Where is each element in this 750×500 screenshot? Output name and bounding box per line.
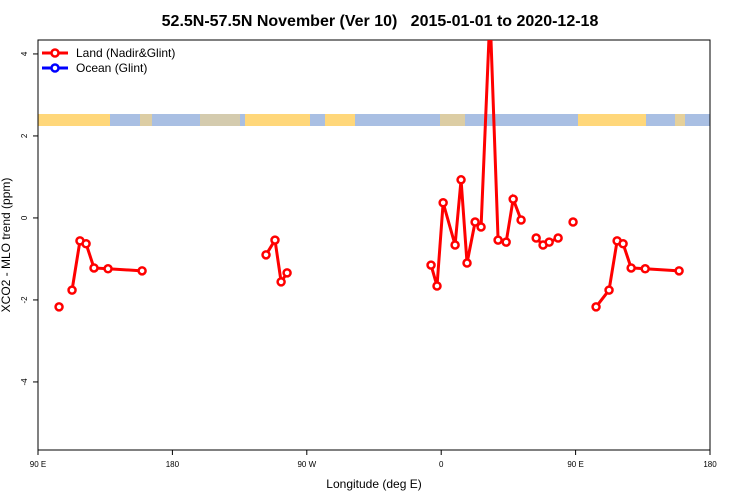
data-point xyxy=(531,233,541,243)
series xyxy=(54,40,684,312)
legend: Land (Nadir&Glint)Ocean (Glint) xyxy=(42,46,175,75)
data-point xyxy=(270,235,280,245)
y-tick-label: 2 xyxy=(20,133,29,138)
plot-frame xyxy=(37,39,711,451)
chart-title: 52.5N-57.5N November (Ver 10) 2015-01-01… xyxy=(162,13,599,30)
data-point xyxy=(618,239,628,249)
x-tick-label: 0 xyxy=(439,460,444,469)
data-point xyxy=(640,264,650,274)
data-point xyxy=(462,258,472,268)
data-point xyxy=(438,198,448,208)
data-point xyxy=(476,222,486,232)
y-axis-label: XCO2 - MLO trend (ppm) xyxy=(0,178,13,313)
x-tick-label: 90 E xyxy=(567,460,583,469)
data-point xyxy=(89,263,99,273)
data-point xyxy=(103,264,113,274)
data-point xyxy=(432,281,442,291)
data-point xyxy=(544,237,554,247)
land-ocean-strip xyxy=(38,114,710,126)
data-point xyxy=(591,302,601,312)
data-point xyxy=(137,266,147,276)
data-point xyxy=(553,233,563,243)
data-point xyxy=(261,250,271,260)
data-point xyxy=(54,302,64,312)
x-tick-label: 90 E xyxy=(30,460,46,469)
data-point xyxy=(67,285,77,295)
data-point xyxy=(626,263,636,273)
data-point xyxy=(456,175,466,185)
x-axis-label: Longitude (deg E) xyxy=(326,477,421,491)
data-point xyxy=(276,277,286,287)
x-tick-label: 180 xyxy=(703,460,717,469)
legend-label: Land (Nadir&Glint) xyxy=(76,46,175,60)
legend-marker xyxy=(50,63,60,73)
y-tick-label: 4 xyxy=(20,51,29,56)
legend-label: Ocean (Glint) xyxy=(76,61,147,75)
data-point xyxy=(81,239,91,249)
x-tick-label: 180 xyxy=(166,460,180,469)
y-tick-label: -2 xyxy=(20,296,29,304)
data-point xyxy=(604,285,614,295)
data-point xyxy=(516,215,526,225)
data-point xyxy=(674,266,684,276)
legend-marker xyxy=(50,48,60,58)
data-point xyxy=(282,268,292,278)
y-tick-label: 0 xyxy=(20,215,29,220)
data-point xyxy=(568,217,578,227)
data-point xyxy=(493,235,503,245)
data-point xyxy=(470,217,480,227)
data-point xyxy=(450,240,460,250)
data-point xyxy=(508,194,518,204)
data-point xyxy=(426,260,436,270)
x-tick-label: 90 W xyxy=(297,460,316,469)
y-tick-label: -4 xyxy=(20,378,29,386)
data-point xyxy=(501,237,511,247)
